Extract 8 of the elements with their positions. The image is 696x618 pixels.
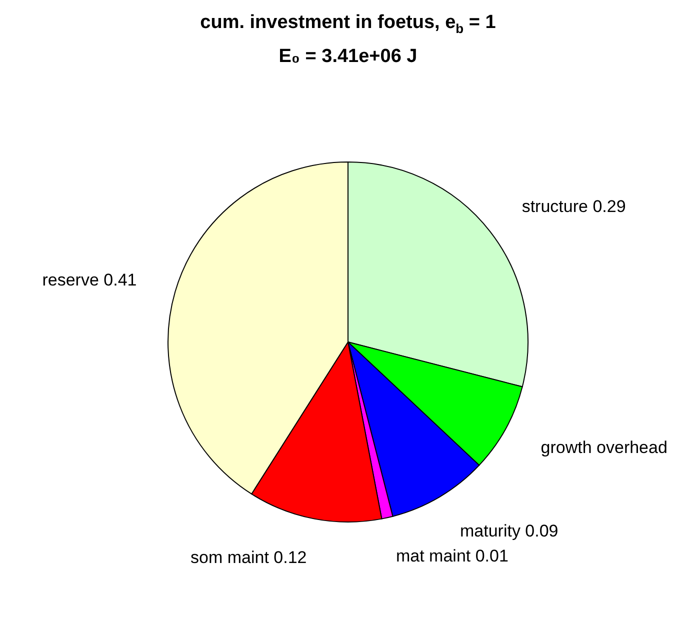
- chart-subtitle: E₀ = 3.41e+06 J: [278, 44, 418, 69]
- slice-label: maturity 0.09: [460, 521, 558, 540]
- slice-label: reserve 0.41: [42, 270, 137, 290]
- slice-label: growth overhead: [540, 438, 668, 457]
- slice-label: mat maint 0.01: [396, 546, 508, 566]
- slice-label: som maint 0.12: [190, 548, 307, 567]
- chart-title: cum. investment in foetus, e$_{b}$ = 1: [199, 11, 497, 38]
- slice-label: structure 0.29: [522, 196, 626, 216]
